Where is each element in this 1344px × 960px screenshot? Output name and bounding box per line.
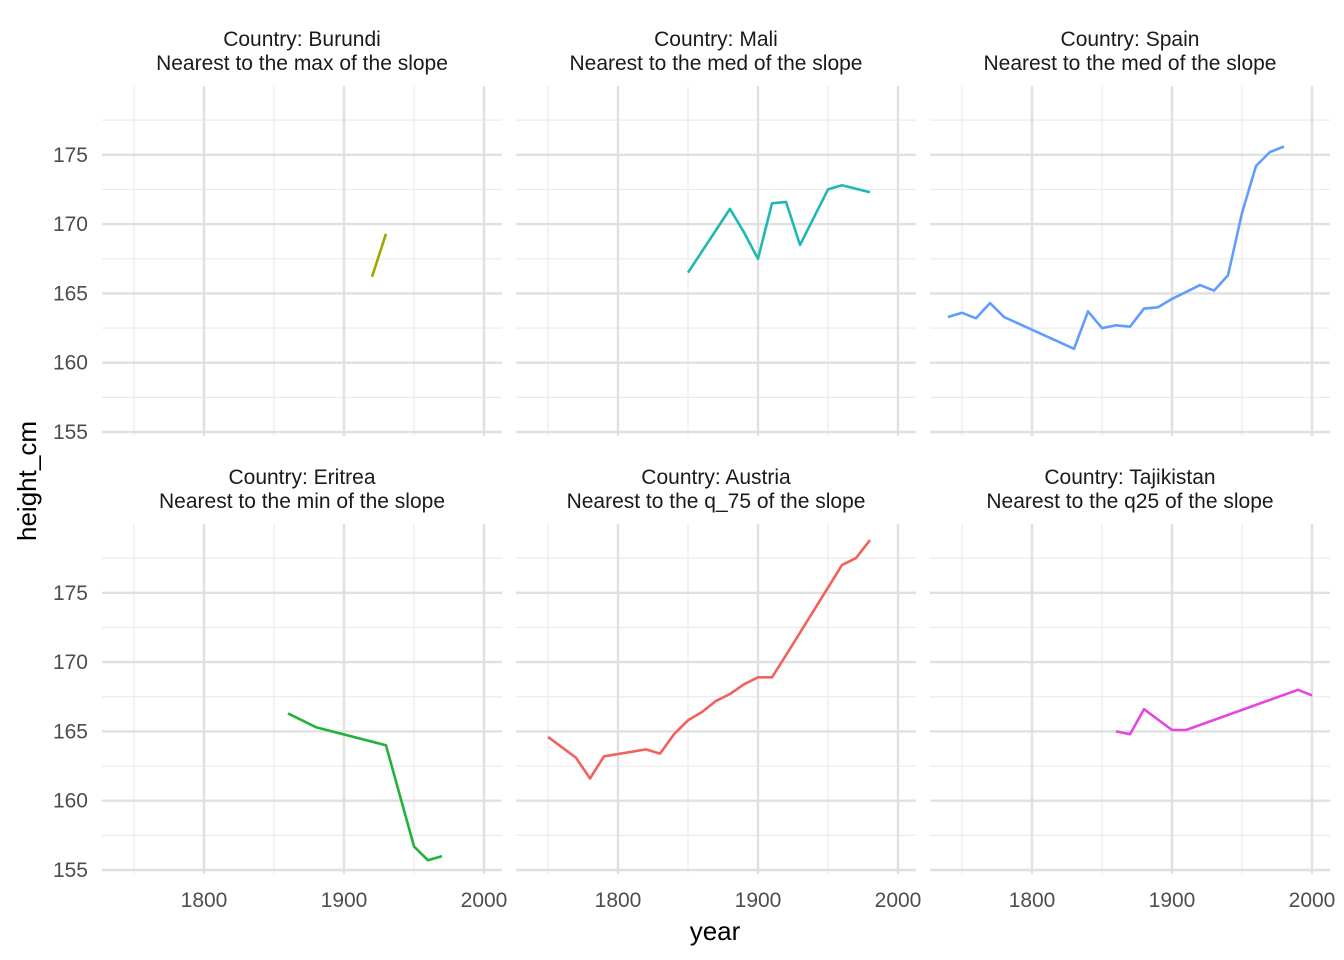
y-tick-label: 160 (53, 790, 88, 813)
y-tick-label: 160 (53, 352, 88, 375)
x-tick-label: 1800 (595, 889, 642, 912)
panel-subtitle: Nearest to the max of the slope (156, 52, 448, 75)
y-tick-label: 165 (53, 720, 88, 743)
panel-title: Country: Spain (1061, 28, 1200, 51)
panel-title: Country: Tajikistan (1044, 466, 1215, 489)
series-line (686, 184, 871, 274)
x-tick-label: 1800 (181, 889, 228, 912)
panel-subtitle: Nearest to the q_75 of the slope (567, 490, 866, 513)
panel-subtitle: Nearest to the q25 of the slope (986, 490, 1273, 513)
panel-title: Country: Eritrea (228, 466, 375, 489)
y-tick-label: 170 (53, 213, 88, 236)
x-tick-label: 1900 (321, 889, 368, 912)
y-tick-label: 175 (53, 144, 88, 167)
panel-subtitle: Nearest to the med of the slope (983, 52, 1276, 75)
x-tick-label: 1900 (1149, 889, 1196, 912)
x-tick-label: 2000 (875, 889, 922, 912)
series-line (287, 712, 443, 862)
panel-title: Country: Burundi (223, 28, 381, 51)
y-tick-label: 175 (53, 582, 88, 605)
panel-title: Country: Austria (641, 466, 791, 489)
series-line (547, 539, 872, 780)
y-tick-label: 170 (53, 651, 88, 674)
y-tick-label: 155 (53, 859, 88, 882)
series-line (370, 233, 388, 278)
panel-title: Country: Mali (654, 28, 778, 51)
x-tick-label: 1900 (735, 889, 782, 912)
y-tick-label: 165 (53, 282, 88, 305)
y-tick-label: 155 (53, 421, 88, 444)
x-axis-title: year (690, 916, 741, 946)
panel-subtitle: Nearest to the med of the slope (569, 52, 862, 75)
panel-subtitle: Nearest to the min of the slope (159, 490, 445, 513)
y-axis-title: height_cm (12, 421, 42, 541)
x-tick-label: 1800 (1009, 889, 1056, 912)
x-tick-label: 2000 (1289, 889, 1336, 912)
series-line (947, 145, 1285, 351)
series-line (1115, 688, 1313, 736)
x-tick-label: 2000 (461, 889, 508, 912)
